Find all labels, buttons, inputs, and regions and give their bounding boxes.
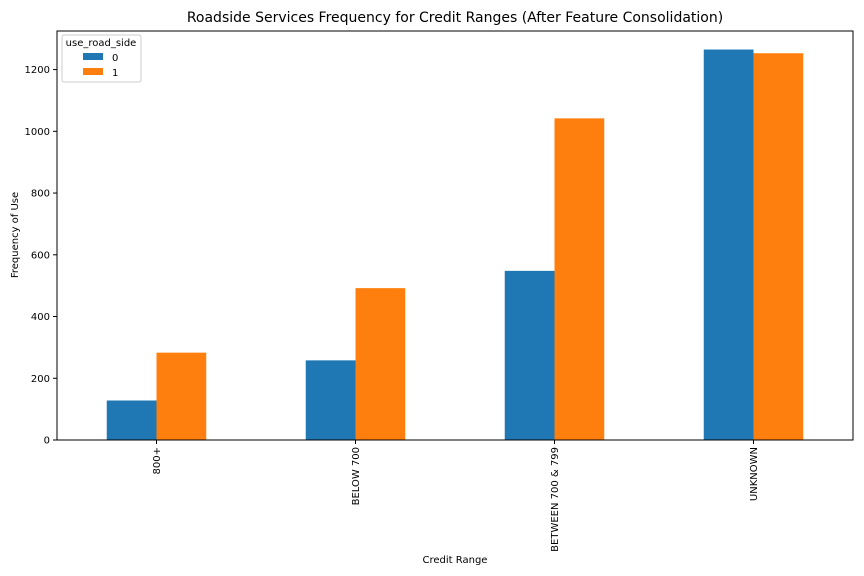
x-tick-label: 800+ [152,447,163,474]
legend-title: use_road_side [66,38,137,49]
chart-title: Roadside Services Frequency for Credit R… [187,10,723,26]
bar-0-series-1 [156,352,207,440]
bar-1-series-1 [355,288,406,440]
bar-2-series-0 [504,270,555,440]
x-tick-label: BELOW 700 [351,447,362,505]
y-axis-label: Frequency of Use [10,192,21,278]
legend-swatch-0 [83,53,103,60]
bar-3-series-0 [703,49,754,441]
bar-0-series-0 [106,400,157,440]
legend-label-1: 1 [112,68,118,79]
bar-3-series-1 [753,53,804,440]
legend: use_road_side 0 1 [61,34,142,83]
bars [106,49,804,441]
x-tick-label: BETWEEN 700 & 799 [550,447,561,552]
y-tick-label: 1200 [25,65,50,76]
legend-label-0: 0 [112,53,118,64]
plot-frame [56,30,854,441]
x-axis-label: Credit Range [423,555,488,566]
y-tick-label: 0 [44,436,50,447]
y-tick-label: 800 [31,189,50,200]
y-tick-label: 400 [31,312,50,323]
y-axis-ticks: 0 200 400 600 800 1000 1200 [25,65,57,447]
legend-swatch-1 [83,68,103,75]
x-axis-ticks: 800+ BELOW 700 BETWEEN 700 & 799 UNKNOWN [152,440,760,552]
bar-1-series-0 [305,360,356,440]
y-tick-label: 1000 [25,127,50,138]
bar-2-series-1 [554,118,605,440]
y-tick-label: 600 [31,250,50,261]
x-tick-label: UNKNOWN [749,447,760,501]
y-tick-label: 200 [31,374,50,385]
